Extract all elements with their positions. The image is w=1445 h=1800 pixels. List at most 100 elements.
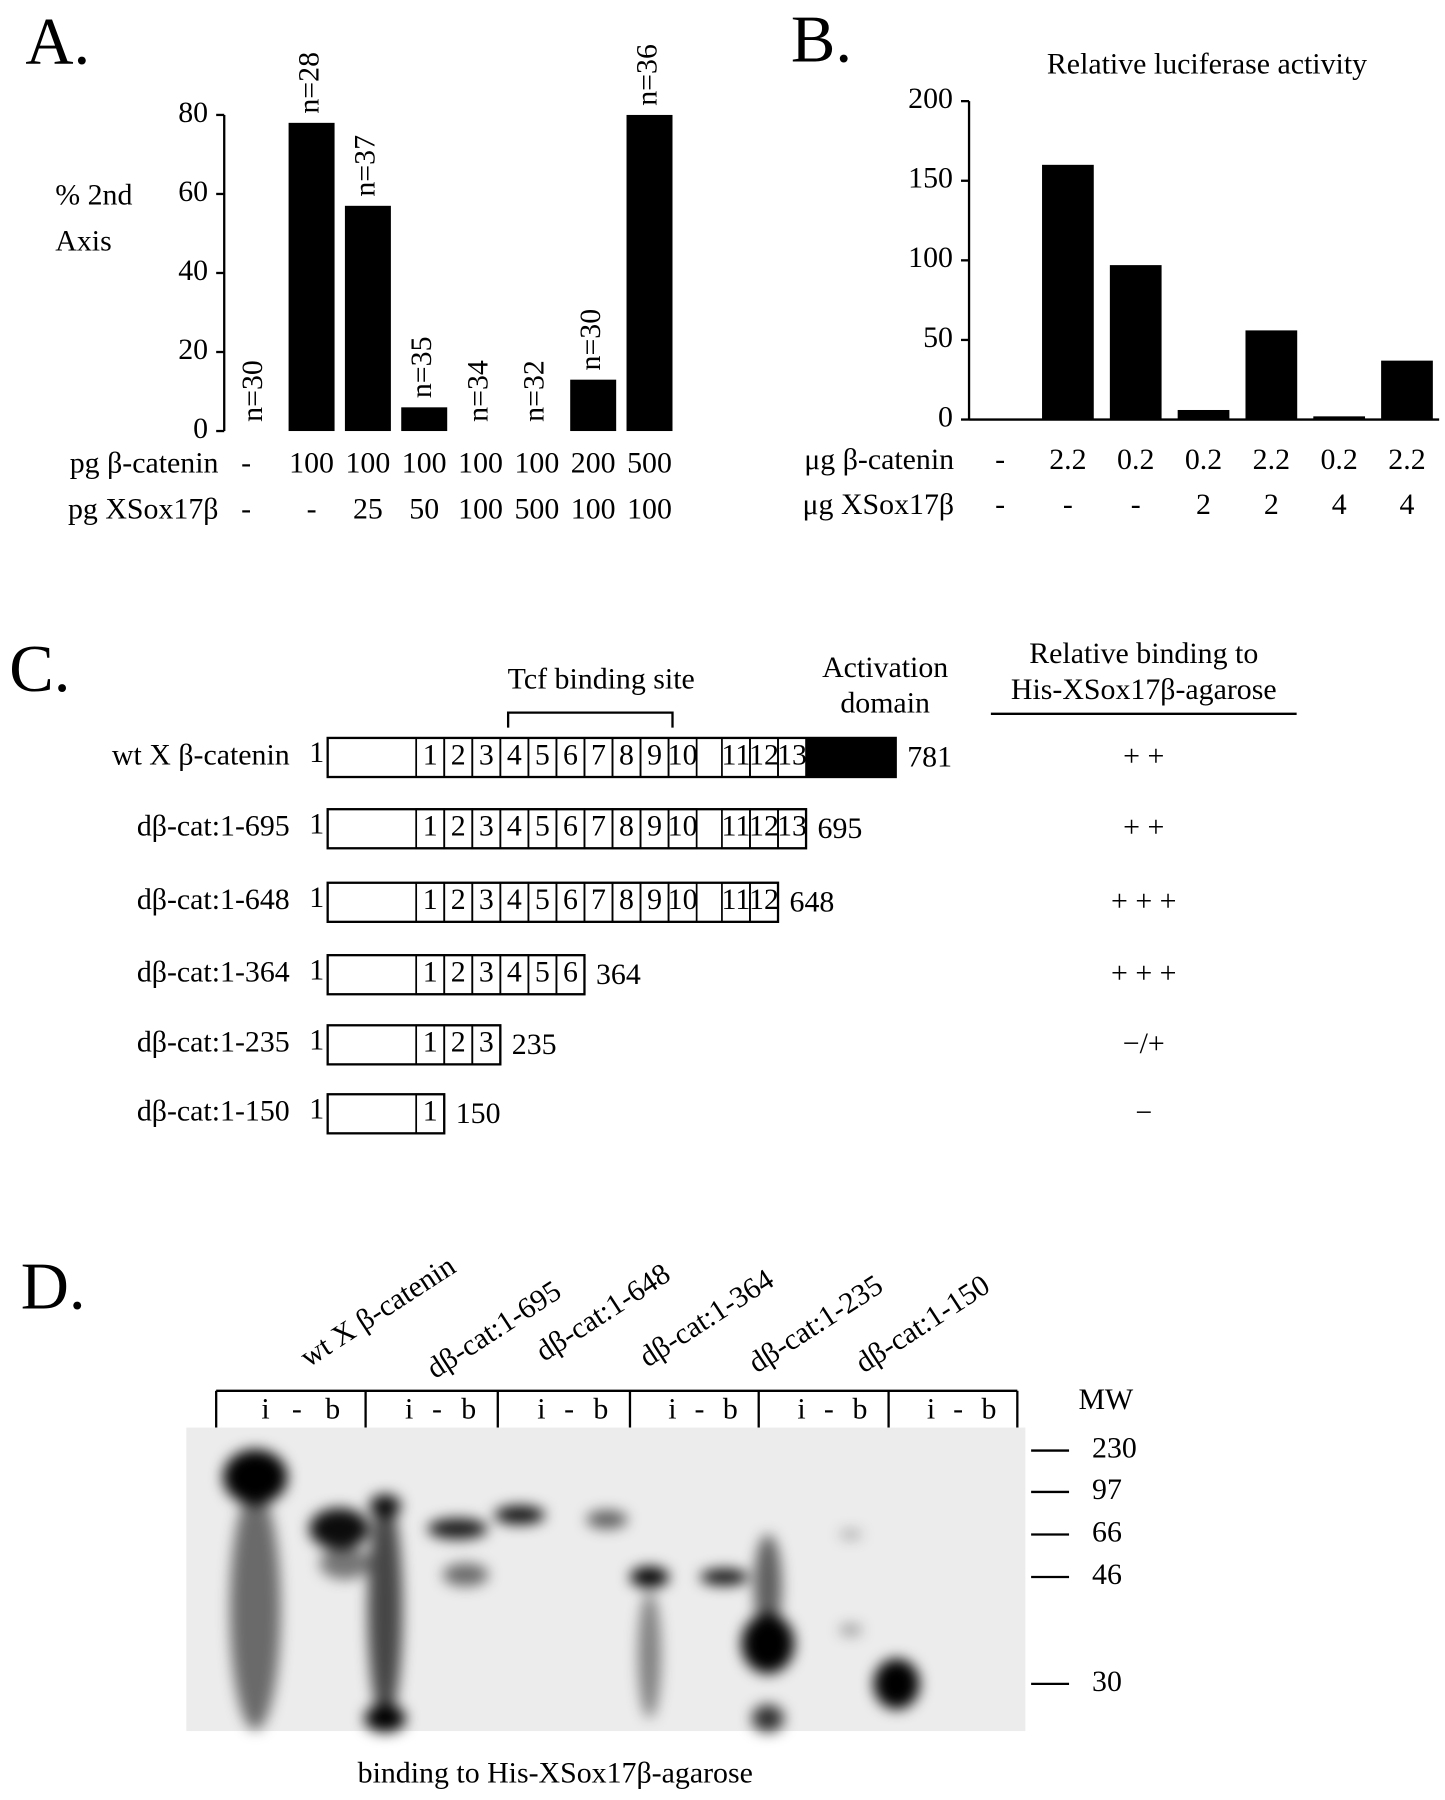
construct-name: dβ-cat:1-695 bbox=[137, 810, 290, 843]
construct-end: 648 bbox=[790, 885, 835, 918]
repeat-label: 13 bbox=[777, 810, 807, 843]
repeat-label: 6 bbox=[563, 810, 578, 843]
bar-annotation: n=30 bbox=[574, 309, 607, 371]
repeat-label: 10 bbox=[668, 810, 698, 843]
y-axis-label: % 2nd bbox=[55, 179, 132, 212]
row-value: 200 bbox=[571, 446, 616, 479]
row-value: 100 bbox=[514, 446, 559, 479]
repeat-box bbox=[667, 808, 698, 850]
repeat-label: 6 bbox=[563, 956, 578, 989]
lane-mark: - bbox=[695, 1392, 705, 1425]
lane-mark: - bbox=[564, 1392, 574, 1425]
repeat-label: 10 bbox=[668, 738, 698, 771]
repeat-label: 11 bbox=[722, 883, 751, 916]
repeat-label: 3 bbox=[479, 810, 494, 843]
row-value: 100 bbox=[571, 492, 616, 525]
repeat-label: 12 bbox=[749, 738, 779, 771]
row-value: 500 bbox=[627, 446, 672, 479]
row-value: 2 bbox=[1196, 488, 1211, 521]
repeat-label: 9 bbox=[647, 738, 662, 771]
bar-annotation: n=36 bbox=[630, 44, 663, 106]
row-label: pg XSox17β bbox=[68, 492, 218, 525]
bar-annotation: n=37 bbox=[349, 135, 382, 197]
construct-start: 1 bbox=[309, 736, 324, 769]
gel-band bbox=[319, 1547, 371, 1580]
gel-band bbox=[223, 1449, 288, 1505]
gel-band bbox=[309, 1508, 370, 1550]
bar bbox=[288, 122, 335, 432]
row-value: 0.2 bbox=[1185, 443, 1222, 476]
repeat-label: 2 bbox=[451, 738, 466, 771]
repeat-label: 13 bbox=[777, 738, 807, 771]
repeat-label: 3 bbox=[479, 738, 494, 771]
construct-name: dβ-cat:1-235 bbox=[137, 1026, 290, 1059]
gel-band bbox=[364, 1704, 406, 1733]
y-tick-label: 150 bbox=[908, 162, 953, 195]
row-value: 2.2 bbox=[1388, 443, 1425, 476]
activation-label: Activation bbox=[822, 651, 948, 684]
repeat-label: 2 bbox=[451, 883, 466, 916]
gel-band bbox=[494, 1505, 545, 1525]
repeat-label: 2 bbox=[451, 1026, 466, 1059]
row-value: 0.2 bbox=[1320, 443, 1357, 476]
bar bbox=[401, 407, 448, 432]
row-value: 25 bbox=[353, 492, 383, 525]
gel-band bbox=[638, 1591, 662, 1719]
y-tick-label: 40 bbox=[178, 254, 208, 287]
repeat-label: 11 bbox=[722, 738, 751, 771]
binding: + + bbox=[1123, 739, 1164, 772]
gel-band bbox=[629, 1566, 670, 1588]
row-value: 100 bbox=[458, 446, 503, 479]
repeat-label: 7 bbox=[591, 883, 606, 916]
row-value: 100 bbox=[402, 446, 447, 479]
activation-domain bbox=[806, 737, 896, 778]
bar bbox=[1245, 330, 1298, 420]
repeat-label: 5 bbox=[535, 883, 550, 916]
binding-header: His-XSox17β-agarose bbox=[1011, 673, 1277, 706]
repeat-label: 4 bbox=[507, 956, 522, 989]
repeat-box bbox=[777, 737, 807, 778]
lane-mark: i bbox=[405, 1392, 413, 1425]
repeat-label: 1 bbox=[423, 883, 438, 916]
construct-start: 1 bbox=[309, 1092, 324, 1125]
binding: − bbox=[1135, 1096, 1152, 1129]
lane-mark: - bbox=[432, 1392, 442, 1425]
repeat-label: 5 bbox=[535, 738, 550, 771]
row-value: 100 bbox=[458, 492, 503, 525]
gel-band bbox=[427, 1518, 488, 1540]
gel-caption: binding to His-XSox17β-agarose bbox=[358, 1757, 753, 1790]
y-tick-label: 200 bbox=[908, 82, 953, 115]
repeat-box bbox=[471, 1024, 502, 1066]
row-label: pg β-catenin bbox=[70, 446, 219, 479]
y-tick-label: 0 bbox=[193, 412, 208, 445]
repeat-label: 4 bbox=[507, 810, 522, 843]
bar-annotation: n=35 bbox=[405, 336, 438, 398]
binding: + + + bbox=[1111, 957, 1176, 990]
panel-label: D. bbox=[21, 1250, 86, 1323]
repeat-label: 12 bbox=[749, 883, 779, 916]
bar bbox=[1313, 416, 1366, 420]
repeat-label: 1 bbox=[423, 738, 438, 771]
y-tick-label: 80 bbox=[178, 96, 208, 129]
mw-title: MW bbox=[1078, 1383, 1134, 1416]
repeat-box bbox=[555, 954, 586, 996]
gel-band bbox=[586, 1510, 628, 1529]
row-value: 2 bbox=[1264, 488, 1279, 521]
y-axis-label: Axis bbox=[55, 225, 111, 258]
repeat-label: 1 bbox=[423, 1026, 438, 1059]
gel-band bbox=[839, 1624, 863, 1636]
construct-start: 1 bbox=[309, 807, 324, 840]
repeat-label: 1 bbox=[423, 1095, 438, 1128]
bar-annotation: n=30 bbox=[236, 360, 269, 422]
tcf-label: Tcf binding site bbox=[508, 662, 695, 695]
gel-band bbox=[700, 1568, 749, 1586]
gel-band bbox=[873, 1658, 920, 1710]
row-value: - bbox=[241, 446, 251, 479]
construct-name: wt X β-catenin bbox=[112, 738, 290, 771]
row-value: 4 bbox=[1400, 488, 1415, 521]
bar bbox=[1109, 265, 1162, 420]
repeat-label: 1 bbox=[423, 956, 438, 989]
repeat-label: 12 bbox=[749, 810, 779, 843]
activation-label: domain bbox=[840, 687, 930, 720]
